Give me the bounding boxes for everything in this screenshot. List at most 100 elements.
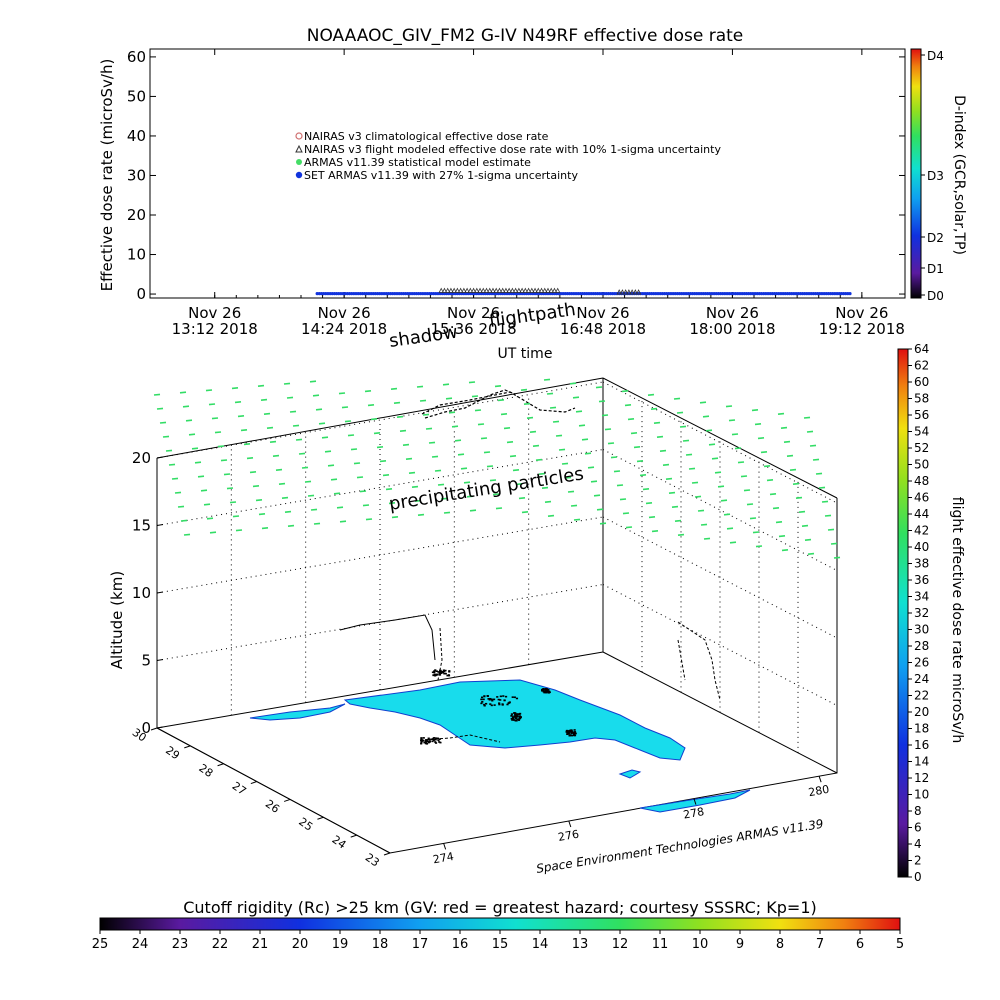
particle-mark [443, 511, 451, 514]
particle-mark [422, 413, 430, 416]
cutoff-rigidity-tick-label: 9 [736, 937, 744, 952]
particle-mark [751, 409, 759, 412]
particle-mark [783, 440, 791, 443]
nairas-flight-point [535, 287, 541, 293]
ground-track-point [567, 730, 570, 733]
ground-track-point [420, 738, 423, 740]
cutoff-rigidity-tick-label: 17 [412, 937, 429, 952]
latitude-tick-mark [283, 798, 291, 802]
ground-track-point [432, 674, 435, 677]
ground-track-point [487, 698, 490, 700]
latitude-tick-mark [350, 834, 357, 838]
d-index-tick-label: D1 [927, 262, 944, 276]
particle-mark [390, 387, 398, 390]
particle-mark [702, 415, 710, 418]
cutoff-rigidity-tick-label: 12 [612, 937, 629, 952]
particle-mark [659, 449, 667, 452]
particle-mark [648, 516, 656, 519]
particle-mark [743, 489, 751, 492]
nairas-flight-point [623, 289, 629, 295]
ground-track-point [485, 702, 488, 705]
ground-track-point [568, 734, 571, 737]
annotation-shadow: shadow [388, 322, 459, 352]
ground-track-point [444, 669, 447, 672]
ground-track-point [570, 732, 573, 734]
particle-mark [367, 404, 375, 407]
3d-box [156, 377, 838, 854]
nairas-flight-point [438, 287, 444, 293]
longitude-tick-label: 280 [807, 783, 830, 799]
dose-rate-tick-label: 38 [914, 557, 929, 571]
particle-mark [266, 426, 274, 429]
particle-mark [546, 392, 554, 395]
dose-rate-colorbar-ticks: 0246810121416182022242628303234363840424… [908, 342, 929, 884]
ground-track-point [433, 673, 436, 676]
particle-mark [249, 471, 257, 474]
nairas-flight-point [519, 287, 525, 293]
legend-marker [296, 159, 302, 165]
particle-mark [650, 407, 658, 410]
ground-track-point [438, 741, 441, 743]
top-x-tick-time: 16:48 2018 [560, 320, 646, 338]
particle-mark [725, 405, 733, 408]
cutoff-rigidity-colorbar [99, 917, 901, 931]
particle-mark [318, 422, 326, 425]
nairas-flight-point [542, 287, 548, 293]
particle-mark [356, 476, 364, 479]
dose-rate-tick-label: 24 [914, 672, 929, 686]
ground-track-point [517, 719, 521, 721]
cutoff-rigidity-tick-label: 24 [132, 937, 149, 952]
particle-mark [246, 457, 254, 460]
particle-mark [726, 527, 734, 530]
latitude-tick-mark [217, 763, 224, 767]
cutoff-rigidity-ticks: 25 24 23 22 21 20 19 18 17 16 15 14 13 12 11 10 9 8 7 6 5 [92, 930, 904, 952]
particle-mark [538, 472, 546, 475]
particle-mark [339, 520, 347, 523]
particle-mark [451, 425, 459, 428]
ground-track-point [544, 690, 547, 692]
ground-track-point [439, 670, 442, 673]
particle-mark [763, 465, 771, 468]
particle-mark [780, 426, 788, 429]
particle-mark [622, 512, 630, 515]
ground-track-point [448, 670, 451, 673]
particle-mark [365, 518, 373, 521]
ground-track-point [572, 734, 575, 737]
d-index-tick-label: D2 [927, 231, 944, 245]
top-series-layer [315, 287, 852, 296]
ground-track-point [547, 689, 550, 691]
legend-marker [295, 132, 303, 140]
particle-mark [627, 418, 635, 421]
dose-rate-tick-label: 14 [914, 755, 929, 769]
cutoff-rigidity-tick-label: 14 [532, 937, 549, 952]
legend-entry-label: SET ARMAS v11.39 with 27% 1-sigma uncert… [304, 169, 578, 182]
latitude-tick-label: 28 [196, 761, 215, 780]
altitude-axis-label: Altitude (km) [108, 571, 126, 669]
ground-track-point [480, 698, 483, 701]
particle-mark [752, 531, 760, 534]
ground-track-point [516, 713, 519, 715]
particle-mark [182, 405, 190, 408]
particle-mark [789, 468, 797, 471]
nairas-flight-point [522, 287, 528, 293]
particle-mark [231, 387, 239, 390]
particle-mark [760, 451, 768, 454]
dose-rate-tick-label: 50 [914, 458, 929, 472]
particle-mark [671, 505, 679, 508]
longitude-tick-label: 276 [557, 828, 580, 844]
top-y-axis-label: Effective dose rate (microSv/h) [98, 59, 116, 292]
particle-mark [833, 556, 841, 559]
dose-rate-tick-label: 10 [914, 788, 929, 802]
particle-mark [437, 483, 445, 486]
d-index-tick-label: D4 [927, 49, 944, 63]
cutoff-rigidity-tick-label: 18 [372, 937, 389, 952]
particle-mark [777, 412, 785, 415]
altitude-tick-mark [156, 659, 164, 661]
ground-track-point [427, 737, 430, 740]
nairas-flight-point [500, 287, 506, 293]
nairas-flight-point [626, 289, 632, 295]
top-plot-frame [149, 48, 906, 299]
top-x-tick-day: Nov 26 [706, 304, 759, 322]
cutoff-rigidity-tick-label: 7 [816, 937, 824, 952]
